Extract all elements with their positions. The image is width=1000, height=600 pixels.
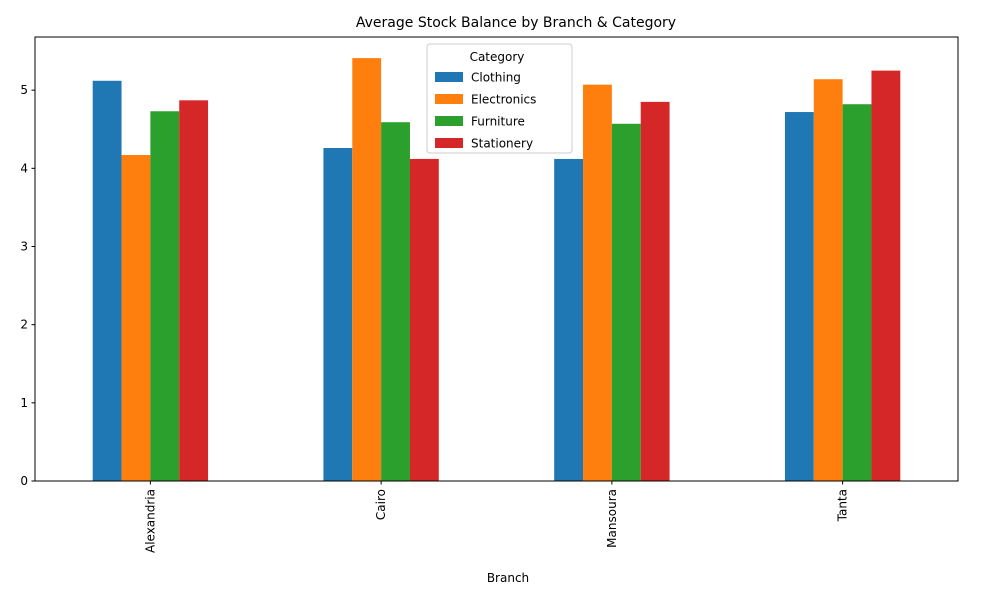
bar-furniture-tanta <box>842 104 872 482</box>
bar-stationery-cairo <box>409 158 439 481</box>
axes-layer: 0 1 2 3 4 5 Alexandria Cairo Mansoura Tanta <box>20 36 959 553</box>
bar-furniture-mansoura <box>611 123 641 481</box>
bar-electronics-cairo <box>352 58 382 482</box>
bar-clothing-tanta <box>784 112 814 482</box>
bar-clothing-mansoura <box>554 158 584 481</box>
y-tick-label: 0 <box>20 474 28 488</box>
y-tick-label: 1 <box>20 396 28 410</box>
x-tick-label: Mansoura <box>605 489 619 548</box>
x-axis-title: Branch <box>487 571 529 585</box>
plot-frame <box>34 36 959 482</box>
y-tick-label: 3 <box>20 239 28 253</box>
legend-swatch-clothing <box>435 72 463 82</box>
legend-label-furniture: Furniture <box>471 115 525 129</box>
bar-electronics-tanta <box>813 79 843 481</box>
y-tick-label: 4 <box>20 161 28 175</box>
bars-layer <box>92 58 901 482</box>
bar-clothing-alexandria <box>92 80 122 481</box>
x-tick-label: Alexandria <box>143 489 157 553</box>
legend-label-stationery: Stationery <box>471 137 533 151</box>
bar-stationery-alexandria <box>179 100 209 482</box>
x-tick-label: Cairo <box>374 489 388 520</box>
y-tick-label: 5 <box>20 83 28 97</box>
chart-title: Average Stock Balance by Branch & Catego… <box>356 15 676 31</box>
y-tick-label: 2 <box>20 318 28 332</box>
legend-swatch-stationery <box>435 138 463 148</box>
bar-furniture-alexandria <box>150 111 180 482</box>
legend-swatch-electronics <box>435 94 463 104</box>
bar-stationery-tanta <box>871 70 901 482</box>
bar-furniture-cairo <box>381 122 410 481</box>
bar-clothing-cairo <box>323 148 353 481</box>
bar-electronics-mansoura <box>583 84 612 481</box>
bar-stationery-mansoura <box>640 101 670 481</box>
legend-label-clothing: Clothing <box>471 71 521 85</box>
x-tick-label: Tanta <box>836 489 850 522</box>
legend-frame <box>426 43 573 154</box>
bar-electronics-alexandria <box>121 155 151 481</box>
legend: Category Clothing Electronics Furniture Sta… <box>426 43 573 154</box>
legend-swatch-furniture <box>435 116 463 126</box>
legend-label-electronics: Electronics <box>471 93 536 107</box>
legend-title: Category <box>470 50 525 64</box>
